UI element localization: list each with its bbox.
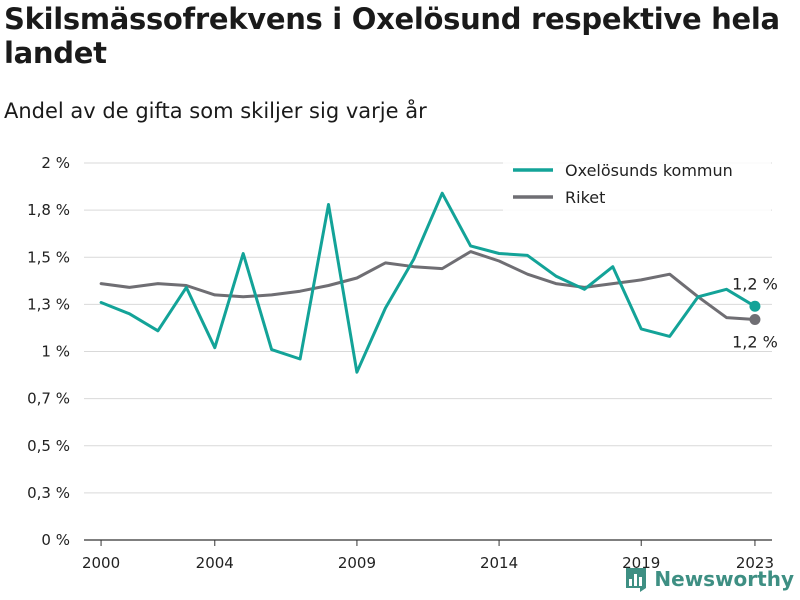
x-tick-label: 2004 (196, 554, 234, 572)
grid-lines (84, 162, 772, 541)
series-line (99, 250, 757, 321)
y-tick-label: 0 % (41, 531, 70, 549)
y-tick-label: 1,5 % (27, 248, 70, 266)
end-point (749, 300, 761, 312)
y-tick-label: 0,7 % (27, 390, 70, 408)
y-tick-label: 1 % (41, 343, 70, 361)
y-tick-label: 0,3 % (27, 484, 70, 502)
bar-chart-logo-icon (626, 568, 647, 592)
legend-label: Oxelösunds kommun (565, 161, 733, 180)
y-axis: 0 % 0,3 % 0,5 % 0,7 % 1 % 1,3 % 1,5 % 1,8 % 2 % (27, 154, 70, 549)
y-tick-label: 0,5 % (27, 437, 70, 455)
end-value-label: 1,2 % (732, 332, 778, 351)
x-tick-label: 2023 (736, 554, 774, 572)
legend-label: Riket (565, 188, 605, 207)
legend-background (503, 153, 771, 211)
x-axis: 2000 2004 2009 2014 2019 2023 (82, 540, 774, 572)
y-tick-label: 2 % (41, 154, 70, 172)
brand-logo: Newsworthy (624, 566, 794, 592)
end-labels: 1,2 % 1,2 % (732, 274, 778, 351)
x-tick-label: 2014 (480, 554, 518, 572)
y-tick-label: 1,8 % (27, 201, 70, 219)
series-line (99, 191, 757, 374)
x-tick-label: 2019 (622, 554, 660, 572)
x-tick-label: 2000 (82, 554, 120, 572)
y-tick-label: 1,3 % (27, 295, 70, 313)
chart-title: Skilsmässofrekvens i Oxelösund respektiv… (4, 2, 780, 70)
series-lines (99, 191, 761, 374)
chart-subtitle: Andel av de gifta som skiljer sig varje … (4, 99, 427, 123)
brand-name: Newsworthy (654, 567, 794, 591)
end-point (749, 313, 761, 325)
x-tick-label: 2009 (338, 554, 376, 572)
end-value-label: 1,2 % (732, 274, 778, 293)
legend: Oxelösunds kommun Riket (503, 153, 771, 211)
